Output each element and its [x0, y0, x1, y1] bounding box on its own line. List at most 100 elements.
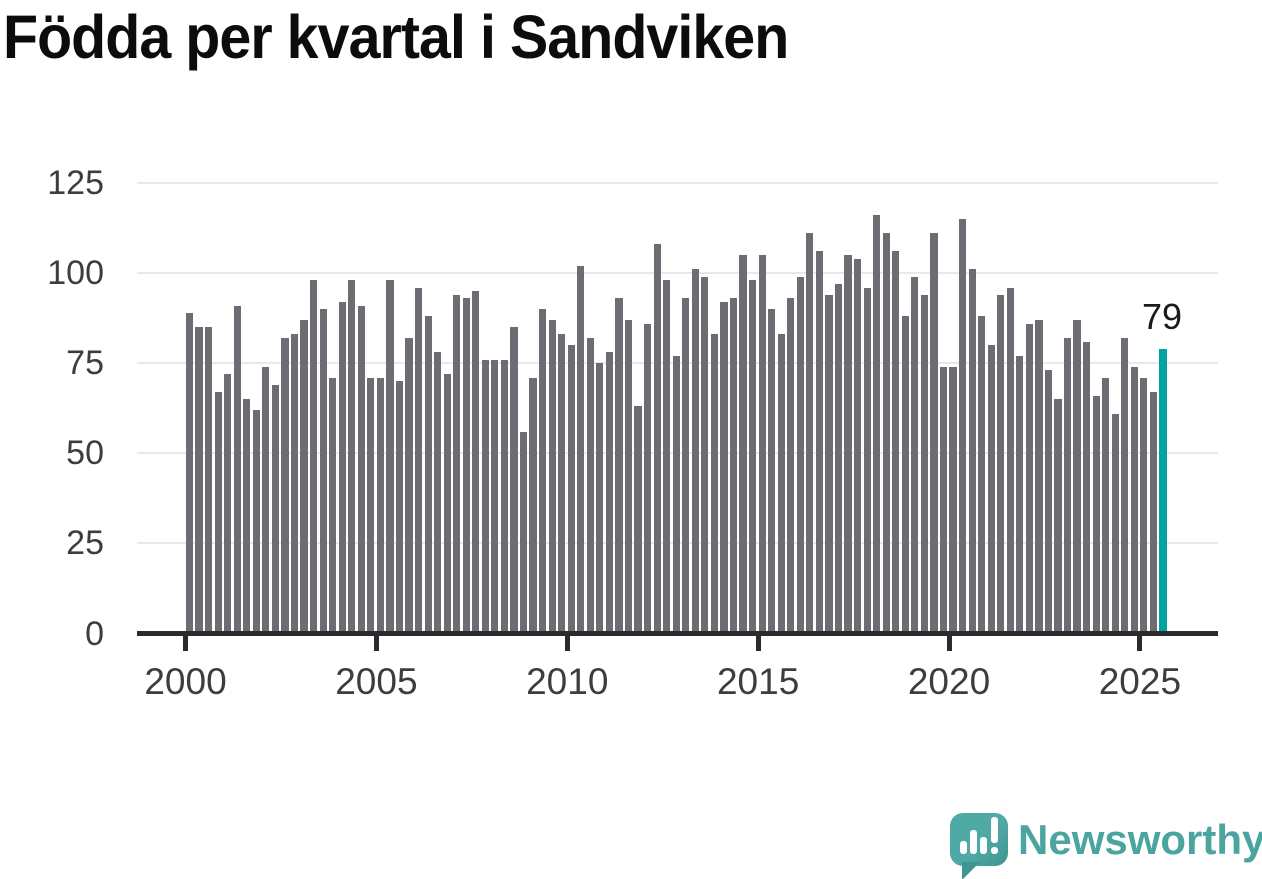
bar-2009Q4: [558, 334, 566, 634]
bar-2011Q2: [615, 298, 623, 634]
logo-bar-icon: [960, 841, 967, 854]
bar-2015Q1: [758, 255, 766, 634]
x-axis-line: [137, 631, 1218, 636]
highlight-bar-2025Q3: [1159, 348, 1167, 634]
bar-2021Q2: [997, 294, 1005, 634]
bar-2008Q1: [491, 359, 499, 634]
bar-2022Q3: [1044, 370, 1053, 634]
bar-2006Q4: [443, 374, 451, 634]
bar-2010Q4: [596, 363, 604, 634]
bar-2013Q4: [710, 334, 718, 634]
bar-2017Q3: [853, 258, 862, 634]
bar-2000Q4: [214, 392, 222, 634]
bar-2015Q3: [777, 334, 785, 634]
bar-2011Q4: [634, 406, 642, 634]
bar-2000Q3: [204, 327, 213, 634]
bar-2019Q2: [920, 294, 928, 634]
y-axis-tick-label: 25: [66, 524, 104, 563]
bar-2018Q4: [901, 316, 909, 634]
bar-2015Q2: [768, 309, 776, 634]
x-axis-tick: [183, 636, 188, 651]
bar-2014Q4: [748, 280, 757, 634]
bar-2020Q1: [949, 366, 957, 634]
bar-2012Q1: [644, 323, 652, 634]
bar-2013Q3: [701, 276, 709, 634]
logo-exclamation-dot-icon: [991, 847, 998, 854]
bar-2024Q4: [1130, 366, 1138, 634]
bar-2016Q4: [825, 294, 833, 634]
bar-2022Q1: [1025, 323, 1033, 634]
bar-2022Q2: [1035, 319, 1043, 634]
page-title: Födda per kvartal i Sandviken: [3, 3, 789, 71]
x-axis-tick: [1137, 636, 1143, 651]
x-axis-tick: [946, 636, 952, 651]
bar-2010Q3: [586, 337, 594, 634]
bar-2016Q1: [796, 276, 804, 634]
bar-2005Q1: [376, 377, 384, 634]
x-axis-tick-label: 2020: [907, 661, 991, 702]
bar-2003Q3: [319, 309, 327, 634]
bar-2023Q1: [1063, 337, 1072, 634]
bar-2025Q1: [1140, 377, 1148, 634]
bar-2024Q1: [1102, 377, 1110, 634]
bar-2008Q3: [510, 327, 518, 634]
bar-2023Q3: [1083, 341, 1091, 634]
bar-2001Q4: [252, 410, 260, 634]
bar-2006Q3: [434, 352, 442, 634]
bar-2014Q2: [729, 298, 738, 634]
bar-2003Q2: [309, 280, 318, 634]
y-axis-tick-label: 125: [47, 164, 104, 202]
logo-exclamation-icon: [991, 817, 998, 843]
x-axis-tick-label: 2025: [1098, 661, 1182, 702]
bar-2004Q4: [367, 377, 375, 634]
bar-2007Q4: [481, 359, 489, 634]
x-axis-tick-label: 2015: [716, 661, 800, 702]
bar-2021Q3: [1006, 287, 1014, 634]
bar-2001Q2: [233, 305, 241, 634]
bar-2013Q2: [691, 269, 699, 634]
bar-2012Q3: [663, 280, 671, 634]
bar-2017Q2: [844, 255, 852, 634]
bar-2020Q2: [958, 219, 967, 634]
bar-2004Q1: [338, 301, 346, 634]
bar-2020Q3: [968, 269, 976, 634]
bar-2001Q3: [243, 399, 251, 634]
bar-2005Q4: [405, 337, 413, 634]
bar-2002Q1: [262, 366, 270, 634]
bar-2020Q4: [978, 316, 986, 634]
bar-2021Q4: [1016, 355, 1024, 634]
logo-bar-icon: [980, 837, 987, 854]
bar-2024Q2: [1111, 413, 1119, 634]
bar-2009Q2: [539, 309, 547, 634]
bar-2023Q2: [1073, 319, 1081, 634]
bar-2014Q3: [739, 255, 747, 634]
bar-2000Q2: [195, 327, 203, 634]
bar-2008Q2: [500, 359, 509, 634]
x-axis-tick: [755, 636, 761, 651]
bar-2009Q1: [529, 377, 537, 634]
highlight-value-label: 79: [1141, 296, 1183, 337]
bar-2023Q4: [1092, 395, 1100, 634]
bar-2018Q3: [892, 251, 900, 634]
bar-2008Q4: [519, 431, 528, 634]
bar-2019Q4: [939, 366, 948, 634]
bar-2005Q2: [386, 280, 394, 634]
y-axis-tick-label: 0: [85, 614, 104, 653]
bar-2010Q1: [567, 345, 575, 634]
bar-2025Q2: [1149, 392, 1158, 634]
bar-2005Q3: [395, 381, 404, 634]
bar-2009Q3: [548, 319, 556, 634]
bar-2017Q1: [834, 283, 843, 634]
bar-2024Q3: [1121, 337, 1129, 634]
bar-2003Q4: [329, 377, 337, 634]
gridline-100: [137, 272, 1218, 275]
bar-2007Q1: [453, 294, 461, 634]
bar-2004Q2: [348, 280, 356, 634]
bar-2012Q2: [653, 244, 661, 634]
bar-2016Q2: [806, 233, 814, 634]
bar-2015Q4: [787, 298, 795, 634]
logo-bar-icon: [970, 830, 977, 854]
x-axis-tick: [373, 636, 379, 651]
bar-2019Q3: [930, 233, 938, 634]
